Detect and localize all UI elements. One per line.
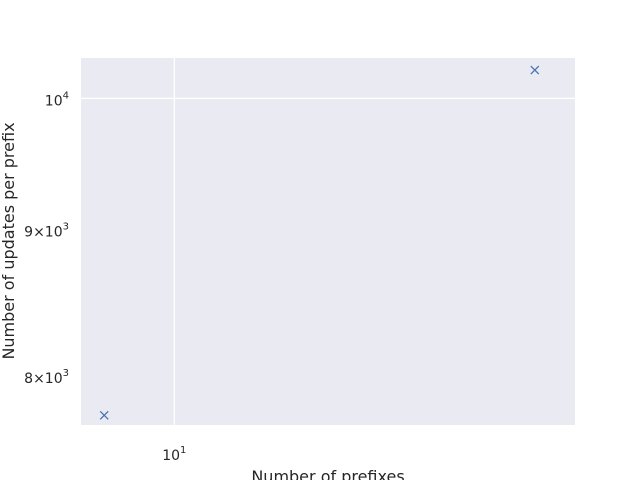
y-tick-exponent: 3 [63, 368, 69, 379]
data-point-marker [99, 410, 109, 420]
y-tick-exponent: 4 [63, 90, 69, 101]
y-tick-label: 104 [45, 90, 69, 109]
x-tick-label: 101 [162, 445, 186, 464]
y-tick-base: 10 [45, 371, 63, 387]
y-tick-label: 8×103 [24, 368, 69, 387]
y-tick-coef: 9× [24, 224, 45, 240]
y-tick-label: 9×103 [24, 221, 69, 240]
x-tick-labels: 101 [162, 445, 186, 464]
x-tick-base: 10 [162, 448, 180, 464]
data-point-marker [530, 65, 540, 75]
y-tick-base: 10 [45, 224, 63, 240]
x-axis-label: Number of prefixes [251, 467, 404, 480]
y-axis-label: Number of updates per prefix [0, 122, 18, 359]
y-tick-base: 10 [45, 93, 63, 109]
plot-area [81, 58, 575, 425]
y-tick-coef: 8× [24, 371, 45, 387]
grid-lines [81, 58, 575, 425]
y-tick-exponent: 3 [63, 221, 69, 232]
data-points [99, 65, 540, 420]
x-tick-exponent: 1 [180, 445, 186, 456]
